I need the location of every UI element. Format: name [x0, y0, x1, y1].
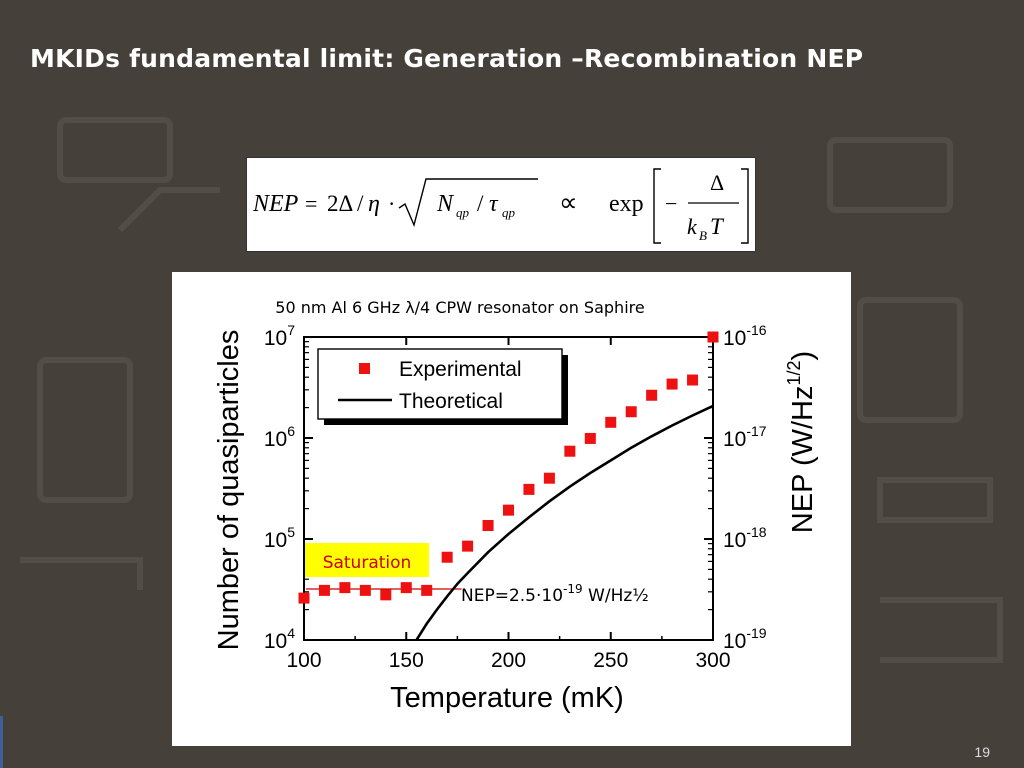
y2-axis-label-text: NEP (W/Hz1/2): [784, 351, 819, 533]
svg-text:η: η: [368, 191, 380, 217]
x-tick-label: 250: [593, 649, 628, 672]
experimental-point: [584, 432, 596, 444]
svg-text:−: −: [665, 191, 677, 216]
chart-title: 50 nm Al 6 GHz λ/4 CPW resonator on Saph…: [275, 298, 644, 317]
svg-text:qp: qp: [456, 205, 470, 220]
experimental-point: [441, 551, 453, 563]
experimental-point: [543, 472, 555, 484]
y2-axis-label: NEP (W/Hz1/2): [784, 351, 819, 533]
legend-label-experimental: Experimental: [399, 358, 522, 381]
qp-nep-chart: 50 nm Al 6 GHz λ/4 CPW resonator on Saph…: [172, 272, 851, 746]
x-tick-label: 150: [389, 649, 424, 672]
chart-legend: Experimental Theoretical: [317, 348, 568, 425]
experimental-point: [687, 374, 699, 386]
experimental-point: [564, 445, 576, 457]
saturation-label: Saturation: [323, 553, 412, 573]
y-tick-label: 106: [264, 423, 295, 451]
slide-title: MKIDs fundamental limit: Generation –Rec…: [30, 44, 864, 73]
series-line-theoretical: [415, 404, 714, 641]
svg-text:B: B: [699, 228, 707, 243]
experimental-point: [625, 406, 637, 418]
svg-text:=: =: [305, 191, 317, 216]
y-tick-label: 107: [264, 322, 295, 350]
y-tick-label: 104: [264, 625, 295, 653]
nep-formula: NEP = 2Δ / η · N qp / τ qp ∝ exp − Δ k B…: [246, 157, 756, 252]
experimental-point: [421, 584, 433, 596]
y2-tick-label: 10-19: [723, 625, 767, 653]
y-tick-label: 105: [264, 524, 295, 552]
experimental-point: [298, 592, 310, 604]
experimental-point: [400, 582, 412, 594]
y2-tick-label: 10-18: [723, 524, 767, 552]
y-axis-label: Number of quasiparticles: [213, 330, 245, 651]
svg-text:·: ·: [388, 191, 395, 216]
experimental-point: [503, 504, 514, 516]
y2-tick-label: 10-17: [723, 423, 767, 451]
svg-text:Δ: Δ: [710, 170, 724, 195]
svg-text:NEP: NEP: [252, 191, 299, 217]
experimental-point: [339, 582, 351, 594]
x-tick-label: 100: [286, 649, 321, 672]
experimental-point: [666, 378, 678, 390]
svg-text:τ: τ: [489, 191, 499, 217]
svg-text:/: /: [477, 191, 484, 216]
svg-text:qp: qp: [502, 205, 516, 220]
legend-label-theoretical: Theoretical: [399, 390, 503, 413]
svg-text:N: N: [436, 191, 455, 217]
left-accent-bar: [0, 716, 3, 768]
legend-box: [317, 348, 563, 420]
svg-text:k: k: [687, 214, 698, 239]
svg-text:exp: exp: [609, 191, 644, 217]
experimental-point: [523, 483, 535, 495]
x-tick-label: 200: [491, 649, 526, 672]
nep-annotation: NEP=2.5·10-19 W/Hz½: [461, 582, 649, 606]
experimental-point: [482, 520, 494, 532]
experimental-point: [380, 589, 392, 601]
experimental-point: [707, 331, 719, 343]
experimental-point: [359, 584, 371, 596]
svg-text:2Δ: 2Δ: [327, 191, 353, 216]
experimental-point: [318, 584, 330, 596]
svg-text:/: /: [357, 191, 364, 216]
svg-text:∝: ∝: [559, 188, 578, 217]
page-number: 19: [974, 744, 990, 760]
experimental-point: [646, 389, 658, 401]
x-tick-label: 300: [695, 649, 730, 672]
experimental-point: [605, 416, 617, 428]
y2-tick-label: 10-16: [723, 322, 767, 350]
svg-text:T: T: [710, 214, 725, 239]
saturation-box: [305, 543, 429, 577]
x-axis-label: Temperature (mK): [390, 682, 624, 714]
legend-marker-experimental: [359, 363, 370, 374]
experimental-point: [462, 540, 474, 552]
